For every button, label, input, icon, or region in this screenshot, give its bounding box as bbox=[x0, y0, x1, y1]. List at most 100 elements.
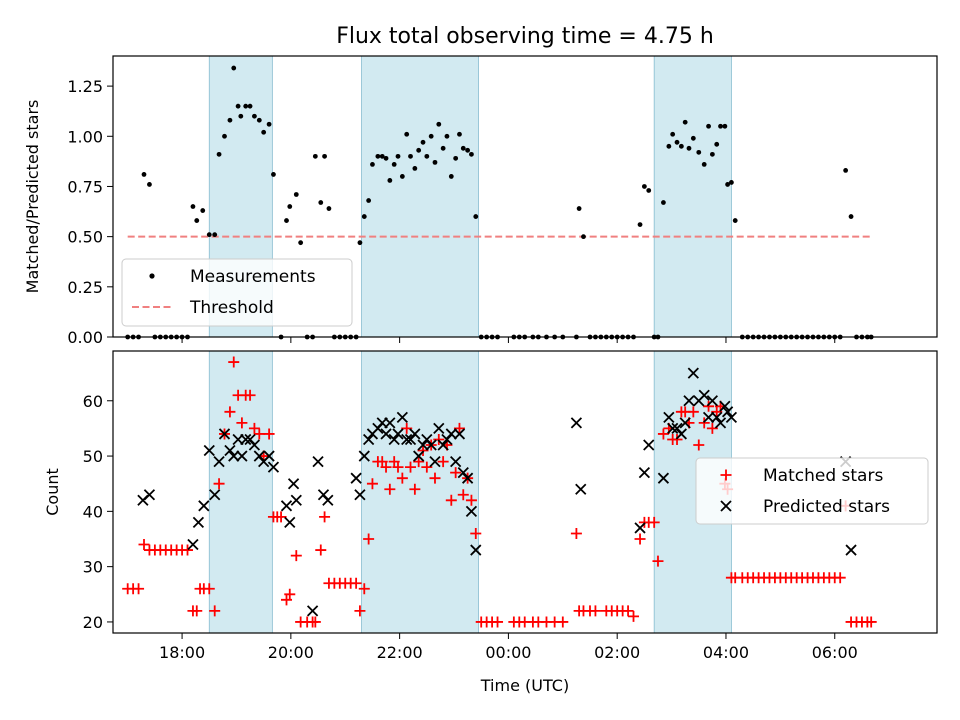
y-tick-label: 0.00 bbox=[67, 328, 103, 347]
data-point bbox=[261, 129, 267, 135]
data-point bbox=[391, 161, 397, 167]
data-point bbox=[284, 516, 296, 529]
data-point bbox=[405, 461, 417, 473]
data-point bbox=[315, 544, 327, 556]
data-point bbox=[557, 616, 569, 628]
data-point bbox=[363, 533, 375, 545]
data-point bbox=[290, 550, 302, 562]
data-point bbox=[667, 422, 679, 435]
data-point bbox=[420, 139, 426, 145]
data-point bbox=[247, 103, 253, 109]
data-point bbox=[218, 428, 231, 440]
data-point bbox=[275, 511, 287, 523]
data-point bbox=[236, 450, 248, 462]
data-point bbox=[287, 478, 300, 490]
data-point bbox=[646, 188, 652, 193]
data-point bbox=[358, 583, 370, 595]
x-tick-label: 22:00 bbox=[377, 643, 423, 662]
data-point bbox=[437, 456, 449, 468]
data-point bbox=[362, 433, 375, 446]
shaded-interval-2 bbox=[361, 350, 479, 634]
data-point bbox=[203, 583, 215, 595]
panel-counts: 20 30 40 50 60 18:00 20:00 22:00 00:00 02:00 04:00… bbox=[43, 350, 938, 695]
data-point bbox=[725, 182, 731, 187]
data-point bbox=[224, 444, 236, 457]
data-point bbox=[666, 143, 672, 149]
data-point bbox=[388, 433, 400, 446]
data-point bbox=[424, 153, 430, 159]
data-point bbox=[457, 131, 462, 137]
y-tick-label: 1.25 bbox=[67, 77, 103, 96]
data-point bbox=[622, 605, 634, 617]
data-point bbox=[437, 439, 449, 451]
data-point bbox=[634, 533, 646, 545]
data-point bbox=[212, 232, 218, 238]
data-point bbox=[284, 588, 296, 600]
legend-label-predicted: Predicted stars bbox=[763, 497, 890, 517]
data-point bbox=[661, 200, 666, 205]
data-point bbox=[465, 147, 471, 153]
data-point bbox=[848, 214, 854, 219]
data-point bbox=[473, 214, 479, 219]
data-point bbox=[392, 428, 404, 440]
data-point bbox=[652, 555, 664, 567]
data-point bbox=[714, 141, 720, 147]
data-point bbox=[417, 439, 429, 451]
data-point bbox=[203, 444, 215, 457]
data-point bbox=[380, 461, 392, 473]
data-point bbox=[675, 428, 688, 440]
data-point bbox=[678, 143, 684, 149]
data-point bbox=[845, 544, 857, 556]
y-tick-label: 0.50 bbox=[67, 228, 103, 247]
legend: Measurements Threshold bbox=[121, 258, 353, 327]
y-tick-label: 50 bbox=[83, 447, 103, 466]
data-point bbox=[628, 610, 640, 622]
data-point bbox=[228, 356, 240, 368]
x-axis-label: Time (UTC) bbox=[480, 676, 569, 695]
data-point bbox=[865, 616, 877, 628]
shaded-interval-3 bbox=[653, 55, 732, 338]
data-point bbox=[236, 417, 248, 429]
data-point bbox=[375, 153, 381, 159]
shaded-interval-1 bbox=[208, 350, 273, 634]
data-point bbox=[444, 133, 450, 139]
data-point bbox=[358, 450, 370, 462]
data-point bbox=[425, 439, 437, 451]
data-point bbox=[370, 161, 375, 167]
data-point bbox=[379, 153, 385, 159]
data-point bbox=[492, 616, 504, 628]
data-point bbox=[267, 461, 280, 473]
data-point bbox=[147, 182, 152, 187]
data-point bbox=[384, 483, 396, 495]
data-point bbox=[392, 461, 404, 473]
data-point bbox=[322, 153, 327, 159]
data-point bbox=[648, 516, 660, 528]
data-point bbox=[191, 605, 203, 617]
data-point bbox=[143, 489, 156, 501]
data-point bbox=[396, 411, 408, 423]
data-point bbox=[679, 417, 691, 429]
data-point bbox=[581, 234, 586, 240]
x-tick-label: 02:00 bbox=[594, 643, 640, 662]
series-predicted-stars bbox=[137, 367, 857, 617]
data-point bbox=[401, 433, 413, 446]
data-point bbox=[227, 117, 233, 123]
data-point bbox=[470, 527, 482, 539]
data-point bbox=[306, 605, 319, 617]
data-point bbox=[706, 422, 718, 434]
data-point bbox=[413, 456, 425, 468]
data-point bbox=[450, 467, 462, 479]
data-point bbox=[248, 439, 261, 451]
data-point bbox=[729, 180, 734, 185]
data-point bbox=[182, 544, 194, 556]
data-point bbox=[687, 367, 699, 379]
data-point bbox=[228, 450, 240, 462]
data-point bbox=[465, 494, 477, 506]
data-point bbox=[290, 494, 302, 506]
data-point bbox=[312, 153, 318, 159]
data-point bbox=[240, 433, 252, 446]
data-point bbox=[280, 500, 293, 512]
data-point bbox=[384, 417, 396, 429]
y-tick-label: 0.75 bbox=[67, 177, 103, 196]
data-point bbox=[682, 119, 688, 125]
